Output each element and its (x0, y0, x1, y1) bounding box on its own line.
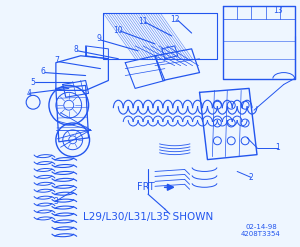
Text: 8: 8 (73, 45, 78, 54)
Text: 3: 3 (53, 197, 58, 206)
Text: 4: 4 (27, 89, 32, 98)
Text: 7: 7 (54, 56, 59, 65)
Text: 10: 10 (113, 25, 123, 35)
Text: 4208T3354: 4208T3354 (241, 231, 281, 237)
Text: 5: 5 (31, 78, 35, 87)
Text: 11: 11 (138, 17, 148, 26)
Text: 6: 6 (40, 67, 45, 76)
Text: 12: 12 (170, 15, 179, 24)
Text: 9: 9 (96, 35, 101, 43)
Text: 02-14-98: 02-14-98 (245, 224, 277, 230)
Text: 1: 1 (275, 143, 280, 152)
Text: FRT: FRT (137, 182, 155, 192)
Text: 13: 13 (273, 6, 283, 15)
Text: L29/L30/L31/L35 SHOWN: L29/L30/L31/L35 SHOWN (83, 212, 213, 222)
Text: 2: 2 (249, 173, 254, 182)
